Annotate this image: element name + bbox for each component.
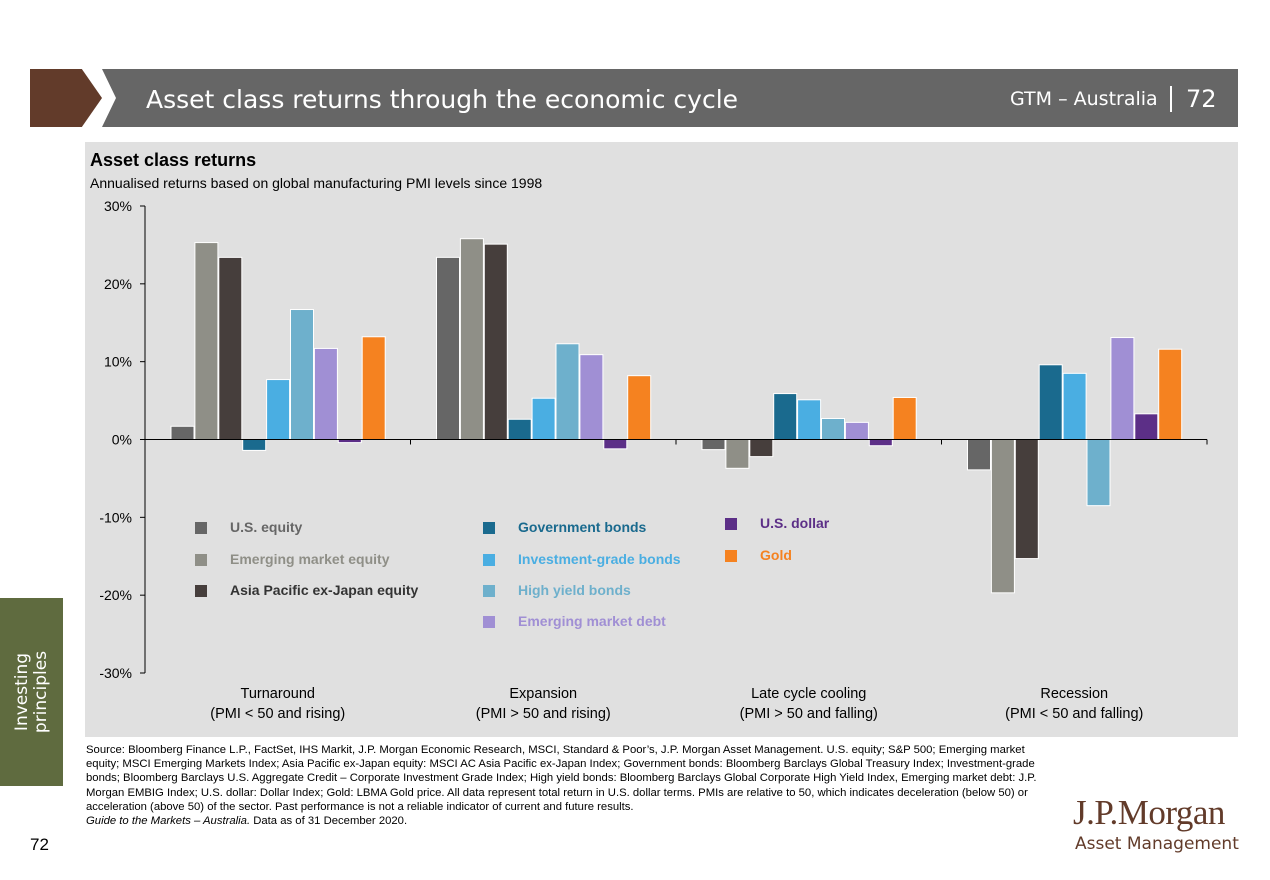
bar [507,418,532,441]
legend-swatch [195,522,207,534]
source-note: Source: Bloomberg Finance L.P., FactSet,… [86,743,1056,828]
as-of-date: Data as of 31 December 2020. [250,815,408,828]
legend-swatch [483,522,495,534]
legend-swatch [483,554,495,566]
bar [555,343,580,441]
x-tick-label: Late cycle cooling [751,686,866,702]
bar [1134,413,1159,441]
header-bar [102,69,1238,127]
bar [1014,439,1039,560]
header-page-number: 72 [1186,85,1217,113]
bar [990,439,1015,594]
logo-jpmorgan: J.P.Morgan [1073,793,1225,832]
source-text: Source: Bloomberg Finance L.P., FactSet,… [86,744,1037,813]
bar [892,396,917,440]
legend-swatch [725,550,737,562]
bar [242,439,267,451]
bar [194,242,219,440]
y-tick-label: -30% [99,665,132,681]
bar [436,256,460,440]
bar [1158,348,1183,441]
bar [483,243,508,440]
bar [1086,439,1111,507]
legend-label: Government bonds [518,519,647,535]
legend-swatch [483,585,495,597]
x-tick-label: (PMI > 50 and rising) [476,706,611,722]
legend-swatch [195,554,207,566]
header-divider [1170,86,1172,112]
legend-label: U.S. equity [230,519,303,535]
chart-subtitle: Annualised returns based on global manuf… [90,175,543,191]
bar [603,439,628,450]
section-label: GTM – Australia [1010,88,1158,110]
y-tick-label: 10% [104,354,132,370]
legend-swatch [725,518,737,530]
bar [170,425,195,441]
bar [844,421,869,441]
legend-label: U.S. dollar [760,515,830,531]
bar [531,397,556,440]
bar [821,417,845,440]
legend-label: Emerging market equity [230,551,390,567]
guide-title: Guide to the Markets – Australia. [86,815,251,828]
x-tick-label: (PMI < 50 and falling) [1005,706,1143,722]
bar [868,439,893,447]
x-tick-label: Turnaround [241,686,315,702]
y-tick-label: 30% [104,198,132,214]
x-tick-label: (PMI > 50 and falling) [740,706,878,722]
bar [266,379,291,440]
y-tick-label: -20% [99,587,132,603]
legend-label: Gold [760,547,792,563]
x-tick-label: Recession [1040,686,1108,702]
x-tick-label: (PMI < 50 and rising) [210,706,345,722]
legend-label: Investment-grade bonds [518,551,681,567]
bar [797,399,822,440]
bar [579,354,604,440]
footer-page-number: 72 [30,835,49,854]
y-tick-label: 20% [104,276,132,292]
legend-swatch [195,585,207,597]
bar [459,238,484,440]
bar [627,375,652,440]
bar [313,347,338,440]
bar [725,439,750,469]
bar [773,393,798,441]
bar [749,439,774,458]
x-tick-label: Expansion [509,686,577,702]
legend-swatch [483,616,495,628]
chart-title: Asset class returns [90,150,257,170]
legend-label: Emerging market debt [518,613,666,629]
page-title: Asset class returns through the economic… [146,85,739,114]
bar [967,439,991,471]
y-tick-label: -10% [99,509,132,525]
sidebar-tab: Investing principles [0,598,63,786]
legend-label: Asia Pacific ex-Japan equity [230,582,419,598]
bar [1110,337,1135,440]
sidebar-label: Investing principles [12,650,51,734]
bar [701,439,726,451]
bar [218,256,243,440]
legend-label: High yield bonds [518,582,631,598]
bar [1062,372,1087,441]
bar [1038,364,1063,440]
bar [361,336,386,441]
bar [290,309,314,441]
logo-subtitle: Asset Management [1075,834,1239,854]
y-tick-label: 0% [112,432,132,448]
